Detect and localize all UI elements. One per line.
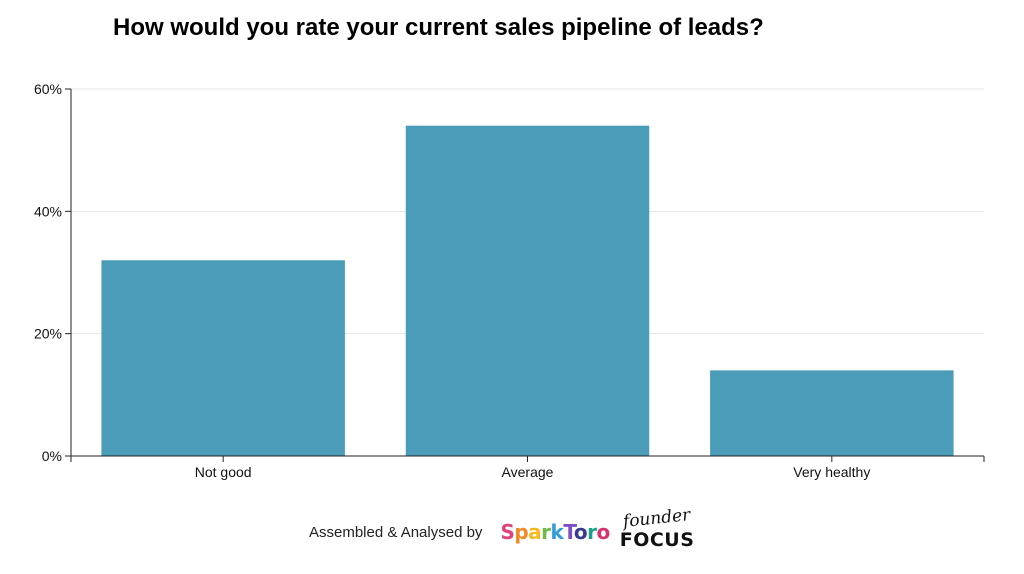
footer: Assembled & Analysed by SparkToro founde… [309,505,695,552]
sparktoro-logo-letter: r [541,520,551,544]
sparktoro-logo-letter: o [596,520,610,544]
y-tick-label: 20% [34,326,62,342]
sparktoro-logo-letter: r [587,520,597,544]
y-tick-label: 40% [34,203,62,219]
x-tick-label: Very healthy [793,464,870,480]
y-tick-label: 60% [34,81,62,97]
bar-very-healthy [710,370,954,456]
x-tick-label: Average [502,464,554,480]
y-tick-label: 0% [42,448,62,464]
x-tick-label: Not good [195,464,252,480]
sparktoro-logo-letter: k [550,520,564,544]
founder-logo-line1: founder [621,505,691,532]
sparktoro-logo-letter: a [528,520,542,544]
sparktoro-logo-letter: T [563,520,574,544]
bar-chart: 0% 20% 40% 60% Not good Average Very healthy [34,81,985,480]
bar-not-good [101,260,345,456]
sparktoro-logo: SparkToro [500,520,610,544]
chart-title: How would you rate your current sales pi… [113,14,764,41]
y-ticks: 0% 20% 40% 60% [34,81,71,464]
bar-average [405,125,650,456]
bars [101,125,954,456]
x-ticks: Not good Average Very healthy [70,456,985,480]
sparktoro-logo-letter: o [573,520,588,544]
sparktoro-logo-letter: S [500,520,515,544]
founder-logo-line2: FOCUS [619,529,695,551]
founder-focus-logo: founder FOCUS [619,505,695,551]
sparktoro-logo-letter: p [514,520,529,544]
credit-text: Assembled & Analysed by [309,523,483,541]
